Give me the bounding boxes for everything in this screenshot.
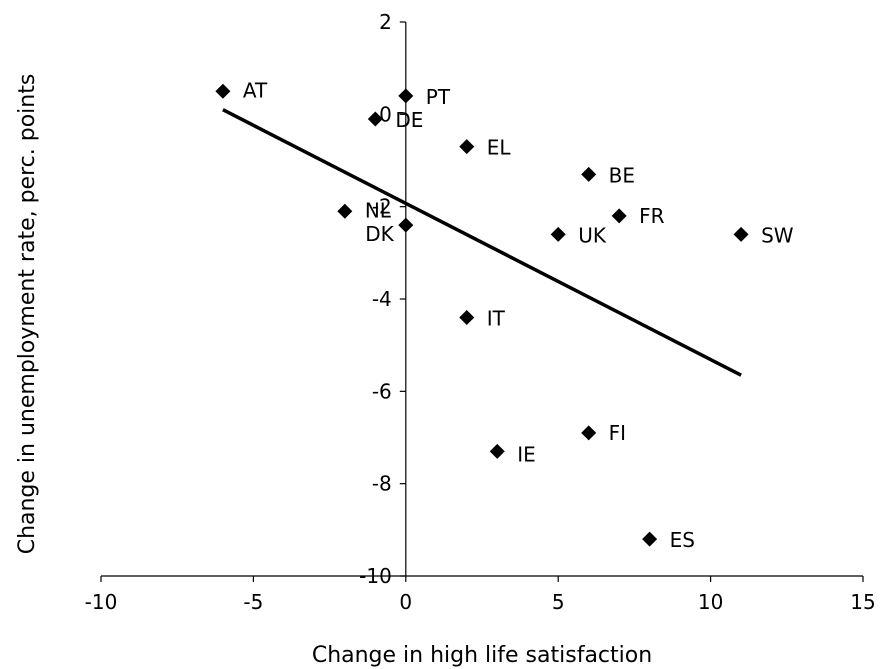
x-axis-title: Change in high life satisfaction: [312, 643, 652, 668]
point-label: EL: [487, 136, 512, 160]
data-point: [398, 88, 414, 104]
tick-labels: -10 -8 -6 -4 -2 0 2 -10 -5 0 5 10 15: [85, 10, 876, 614]
x-tick-label: -5: [243, 590, 263, 614]
point-label: IE: [517, 442, 536, 466]
point-label: IT: [487, 306, 506, 330]
y-tick-label: 0: [379, 102, 392, 126]
data-point: [611, 208, 627, 224]
point-label: AT: [243, 78, 268, 102]
data-point: [367, 111, 383, 127]
trendline: [222, 108, 742, 377]
point-label: FR: [639, 204, 665, 228]
y-tick-label: -8: [372, 472, 392, 496]
y-tick-label: -6: [372, 379, 392, 403]
y-tick-label: 2: [379, 10, 392, 34]
data-point: [398, 217, 414, 233]
point-label: SW: [761, 223, 794, 247]
y-tick-label: -10: [359, 564, 392, 588]
data-point: [581, 166, 597, 182]
point-label: ES: [670, 528, 695, 552]
data-point: [459, 309, 475, 325]
data-point: [733, 226, 749, 242]
data-points: [215, 83, 749, 547]
data-point: [581, 425, 597, 441]
point-label: BE: [609, 163, 635, 187]
data-point: [215, 83, 231, 99]
x-tick-label: 15: [850, 590, 875, 614]
x-tick-label: -10: [85, 590, 118, 614]
data-point: [550, 226, 566, 242]
y-tick-label: -2: [372, 195, 392, 219]
data-point: [642, 531, 658, 547]
point-label: PT: [426, 85, 451, 109]
point-label: DE: [395, 108, 423, 132]
point-label: NL: [365, 198, 392, 222]
y-axis-title: Change in unemployment rate, perc. point…: [15, 74, 40, 555]
point-label: FI: [609, 421, 626, 445]
point-label: DK: [365, 222, 394, 246]
y-tick-label: -4: [372, 287, 392, 311]
data-point: [459, 139, 475, 155]
data-point: [489, 443, 505, 459]
x-tick-label: 10: [698, 590, 723, 614]
x-tick-label: 5: [552, 590, 565, 614]
axes: [100, 21, 864, 582]
data-point: [337, 203, 353, 219]
point-label: UK: [578, 223, 607, 247]
x-tick-label: 0: [399, 590, 412, 614]
